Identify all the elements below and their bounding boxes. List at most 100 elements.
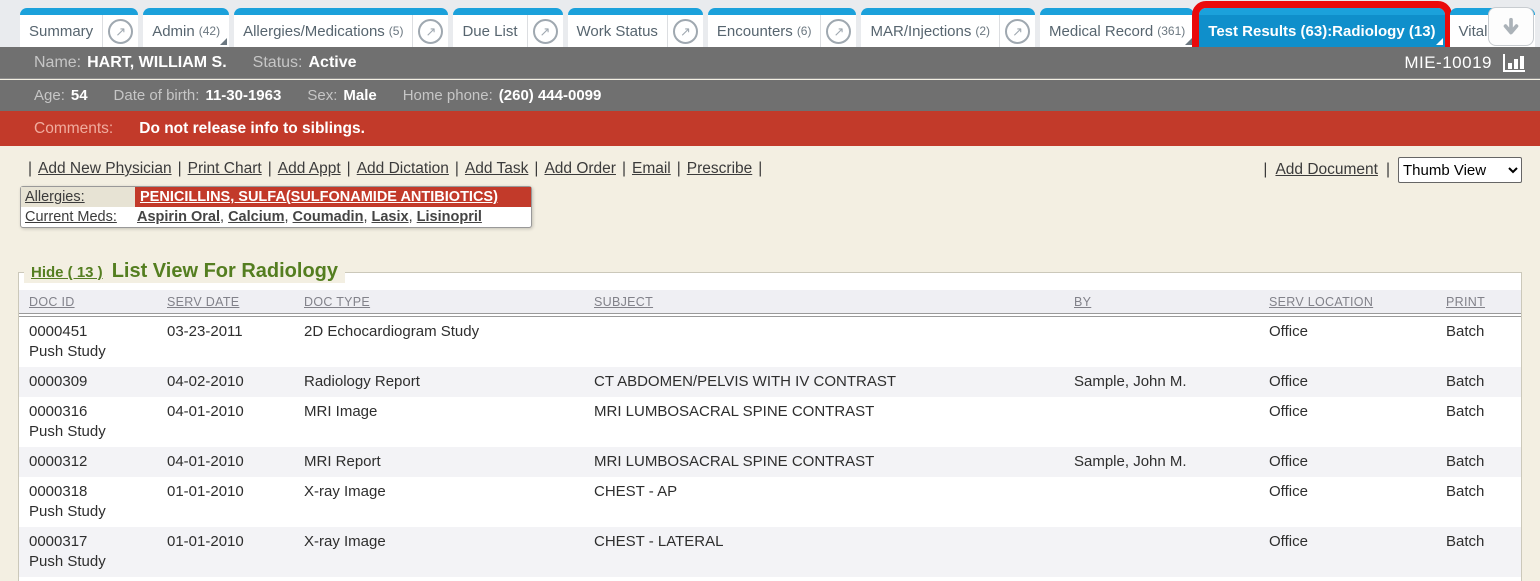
tab-allergies-medications[interactable]: Allergies/Medications (5) ↗ xyxy=(234,8,449,47)
table-row[interactable]: 0000316 Push Study 04-01-2010 MRI Image … xyxy=(19,397,1521,447)
subject-cell: CHEST - LATERAL xyxy=(594,533,724,550)
popout-icon: ↗ xyxy=(108,18,134,44)
allergies-link[interactable]: Allergies: xyxy=(25,189,85,205)
column-header-doc-id[interactable]: DOC ID xyxy=(29,294,75,309)
push-study-label: Push Study xyxy=(29,343,106,360)
column-header-serv-date[interactable]: SERV DATE xyxy=(167,294,240,309)
radiology-list-panel: Hide ( 13 ) List View For Radiology DOC … xyxy=(18,259,1522,581)
tab-label: Admin xyxy=(152,22,195,40)
arrow-down-icon xyxy=(1500,16,1522,38)
tab-count: (2) xyxy=(975,24,991,38)
status-label: Status: xyxy=(252,53,303,71)
print-cell[interactable]: Batch xyxy=(1446,323,1485,340)
table-row[interactable]: 0000309 04-02-2010 Radiology Report CT A… xyxy=(19,367,1521,397)
separator: | xyxy=(177,160,182,177)
tab-label: Allergies/Medications xyxy=(243,22,385,40)
hide-link[interactable]: Hide ( 13 ) xyxy=(31,264,103,281)
popout-icon: ↗ xyxy=(672,18,698,44)
tab-medical-record[interactable]: Medical Record (361) xyxy=(1040,8,1195,47)
med-link[interactable]: Lisinopril xyxy=(416,209,482,225)
tab-mar-injections[interactable]: MAR/Injections (2) ↗ xyxy=(861,8,1036,47)
popout-button[interactable]: ↗ xyxy=(999,15,1035,47)
separator: | xyxy=(1385,161,1390,178)
allergies-value-cell: PENICILLINS, SULFA(SULFONAMIDE ANTIBIOTI… xyxy=(135,187,531,207)
print-cell[interactable]: Batch xyxy=(1446,453,1485,470)
doc-type-cell: X-ray Image xyxy=(304,533,386,550)
chart-icon[interactable] xyxy=(1502,53,1526,73)
tab-scroll-down-button[interactable] xyxy=(1488,7,1534,46)
by-cell xyxy=(1074,322,1269,362)
action-link-add-appt[interactable]: Add Appt xyxy=(277,160,341,177)
patient-sex: Male xyxy=(343,87,377,104)
current-meds-link[interactable]: Current Meds: xyxy=(25,209,117,225)
print-cell[interactable]: Batch xyxy=(1446,533,1485,550)
tab-encounters[interactable]: Encounters (6) ↗ xyxy=(707,8,857,47)
separator: | xyxy=(758,160,763,177)
sex-label: Sex: xyxy=(307,87,338,104)
allergy-list-link[interactable]: PENICILLINS, SULFA(SULFONAMIDE ANTIBIOTI… xyxy=(140,189,498,205)
print-cell[interactable]: Batch xyxy=(1446,483,1485,500)
action-link-add-order[interactable]: Add Order xyxy=(544,160,616,177)
serv-location-cell: Office xyxy=(1269,323,1308,340)
action-link-add-new-physician[interactable]: Add New Physician xyxy=(38,160,172,177)
table-row[interactable]: 0000312 04-01-2010 MRI Report MRI LUMBOS… xyxy=(19,447,1521,477)
tab-admin[interactable]: Admin (42) xyxy=(143,8,230,47)
column-header-subject[interactable]: SUBJECT xyxy=(594,294,654,309)
action-link-print-chart[interactable]: Print Chart xyxy=(187,160,262,177)
column-header-by[interactable]: BY xyxy=(1074,294,1092,309)
popout-button[interactable]: ↗ xyxy=(526,15,563,47)
subject-cell xyxy=(594,322,1074,362)
view-mode-select[interactable]: Thumb View xyxy=(1398,157,1522,183)
by-cell: Sample, John M. xyxy=(1074,453,1187,470)
doc-type-cell: 2D Echocardiogram Study xyxy=(304,323,480,340)
by-cell xyxy=(1074,532,1269,572)
table-row[interactable]: 0000451 Push Study 03-23-2011 2D Echocar… xyxy=(19,317,1521,367)
column-header-print[interactable]: PRINT xyxy=(1446,294,1485,309)
add-document-link[interactable]: Add Document xyxy=(1275,161,1378,178)
current-meds-label-cell: Current Meds: xyxy=(21,207,135,227)
action-link-email[interactable]: Email xyxy=(631,160,671,177)
med-link[interactable]: Lasix xyxy=(371,209,409,225)
tab-due-list[interactable]: Due List ↗ xyxy=(453,8,563,47)
action-links: | Add New Physician | Print Chart | Add Appt |… xyxy=(22,160,768,178)
tab-label: Summary xyxy=(29,22,94,40)
current-meds-row: Current Meds: Aspirin Oral, Calcium, Cou… xyxy=(21,207,531,227)
popout-button[interactable]: ↗ xyxy=(102,15,138,47)
doc-id-cell: 0000316 Push Study xyxy=(29,402,167,442)
print-cell[interactable]: Batch xyxy=(1446,373,1485,390)
table-row[interactable]: 0000317 Push Study 01-01-2010 X-ray Imag… xyxy=(19,527,1521,577)
serv-location-cell: Office xyxy=(1269,373,1308,390)
subject-cell: MRI LUMBOSACRAL SPINE CONTRAST xyxy=(594,453,875,470)
serv-date-cell: 04-02-2010 xyxy=(167,373,244,390)
patient-banner-row2: Age: 54 Date of birth: 11-30-1963 Sex: Male… xyxy=(0,80,1540,111)
column-header-doc-type[interactable]: DOC TYPE xyxy=(304,294,371,309)
tab-summary[interactable]: Summary ↗ xyxy=(20,8,139,47)
med-link[interactable]: Calcium xyxy=(228,209,285,225)
doc-id: 0000318 xyxy=(29,483,88,500)
med-link[interactable]: Coumadin xyxy=(292,209,364,225)
action-link-prescribe[interactable]: Prescribe xyxy=(686,160,753,177)
popout-icon: ↗ xyxy=(1005,18,1031,44)
by-cell xyxy=(1074,402,1269,442)
doc-type-cell: MRI Report xyxy=(304,453,381,470)
chart-tab-bar: Summary ↗ Admin (42) Allergies/Medication… xyxy=(0,0,1540,47)
submenu-corner-icon xyxy=(1185,38,1193,45)
action-link-add-task[interactable]: Add Task xyxy=(464,160,529,177)
submenu-corner-icon xyxy=(220,38,228,45)
tab-work-status[interactable]: Work Status ↗ xyxy=(567,8,703,47)
column-header-serv-location[interactable]: SERV LOCATION xyxy=(1269,294,1374,309)
print-cell[interactable]: Batch xyxy=(1446,403,1485,420)
action-link-add-dictation[interactable]: Add Dictation xyxy=(356,160,449,177)
popout-button[interactable]: ↗ xyxy=(820,15,856,47)
serv-date-cell: 01-01-2010 xyxy=(167,533,244,550)
table-row[interactable]: 0000318 Push Study 01-01-2010 X-ray Imag… xyxy=(19,477,1521,527)
popout-button[interactable]: ↗ xyxy=(412,15,448,47)
tab-test-results-radiology[interactable]: Test Results (63):Radiology (13) xyxy=(1192,1,1452,47)
med-link[interactable]: Aspirin Oral xyxy=(137,209,220,225)
popout-button[interactable]: ↗ xyxy=(666,15,703,47)
comments-alert-bar: Comments: Do not release info to sibling… xyxy=(0,111,1540,146)
tab-label: Test Results (63):Radiology (13) xyxy=(1208,22,1436,40)
push-study-label: Push Study xyxy=(29,503,106,520)
by-cell: Sample, John M. xyxy=(1074,373,1187,390)
document-toolbar: | Add Document | Thumb View xyxy=(1263,157,1522,183)
